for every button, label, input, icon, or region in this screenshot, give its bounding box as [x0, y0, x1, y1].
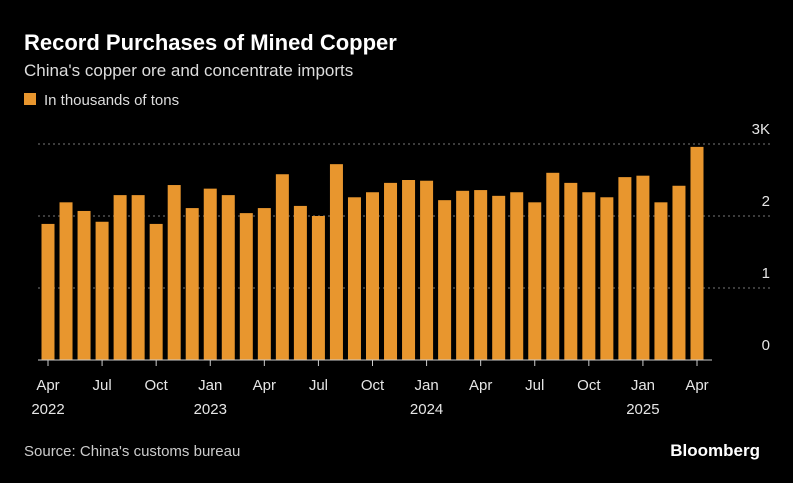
x-year-label: 2022: [31, 401, 64, 418]
bar: [564, 182, 578, 360]
x-tick-label: Apr: [36, 377, 59, 394]
x-tick-label: Jan: [631, 377, 655, 394]
x-year-label: 2024: [410, 401, 443, 418]
x-tick-label: Apr: [685, 377, 708, 394]
source: Source: China's customs bureau: [24, 443, 240, 460]
bar: [293, 205, 307, 360]
y-tick-label: 2: [762, 193, 770, 210]
x-tick-label: Jan: [414, 377, 438, 394]
x-tick-label: Oct: [577, 377, 601, 394]
bar: [384, 182, 398, 360]
chart-title: Record Purchases of Mined Copper: [24, 30, 397, 55]
bar: [149, 223, 163, 360]
y-tick-label: 3K: [752, 121, 770, 138]
bar: [311, 216, 325, 360]
x-tick-label: Oct: [144, 377, 168, 394]
x-tick-label: Jul: [525, 377, 544, 394]
bar: [402, 180, 416, 360]
bar: [492, 195, 506, 360]
bar: [438, 200, 452, 360]
bar: [203, 188, 217, 360]
x-year-label: 2025: [626, 401, 659, 418]
chart-subtitle: China's copper ore and concentrate impor…: [24, 61, 353, 80]
bar: [113, 195, 127, 360]
bar: [257, 208, 271, 360]
x-tick-label: Apr: [469, 377, 492, 394]
y-tick-label: 1: [762, 265, 770, 282]
bar: [582, 192, 596, 360]
brand: Bloomberg: [670, 441, 760, 460]
bar: [618, 177, 632, 360]
bar: [672, 185, 686, 360]
bar: [59, 202, 73, 360]
bar: [131, 195, 145, 360]
bar: [95, 221, 109, 360]
x-tick-label: Jul: [92, 377, 111, 394]
bar: [221, 195, 235, 360]
x-year-label: 2023: [194, 401, 227, 418]
bar: [41, 223, 55, 360]
bar: [510, 192, 524, 360]
bar: [474, 190, 488, 360]
bar: [366, 192, 379, 360]
x-tick-label: Jul: [309, 377, 328, 394]
bar: [329, 164, 343, 360]
x-tick-label: Apr: [253, 377, 276, 394]
bar: [420, 180, 434, 360]
bar: [77, 210, 91, 360]
bar: [600, 197, 614, 360]
legend-label: In thousands of tons: [44, 92, 179, 109]
bar: [690, 146, 704, 360]
bar: [347, 197, 361, 360]
bar: [275, 174, 289, 360]
bar: [456, 190, 470, 360]
bar: [239, 213, 253, 360]
bar: [546, 172, 560, 360]
x-tick-label: Oct: [361, 377, 385, 394]
bar: [636, 175, 650, 360]
legend-swatch: [24, 93, 36, 105]
y-tick-label: 0: [762, 337, 770, 354]
bar: [654, 202, 668, 360]
x-tick-label: Jan: [198, 377, 222, 394]
bar: [167, 185, 181, 360]
bar: [528, 202, 542, 360]
bar: [185, 208, 199, 360]
